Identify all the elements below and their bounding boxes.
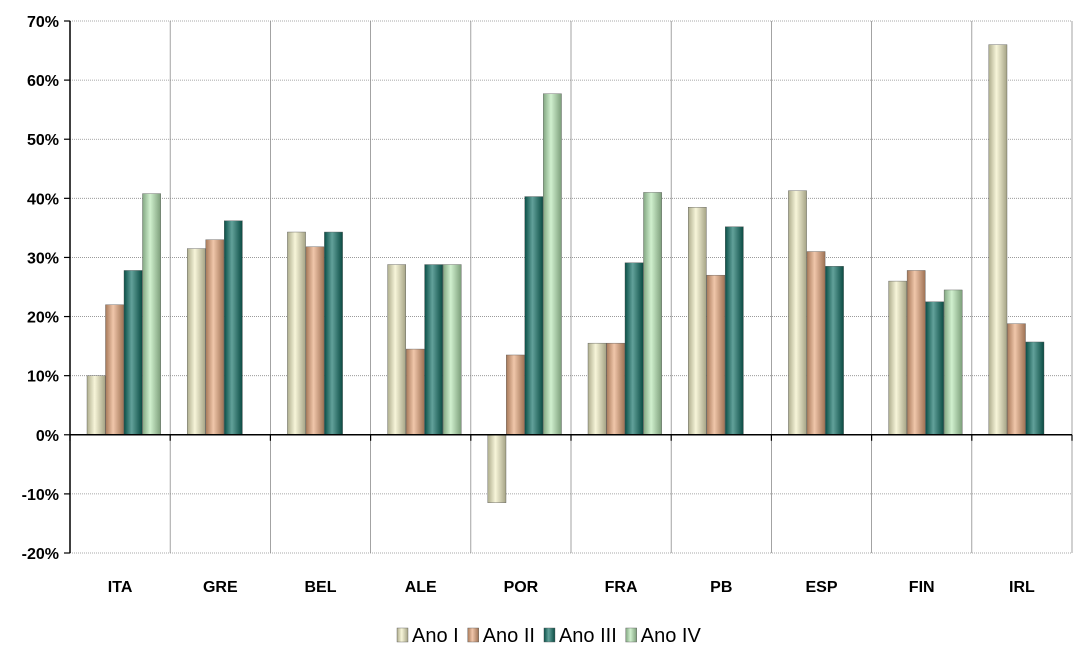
legend-label: Ano IV [641,625,702,647]
bar-irl-series-1 [988,44,1008,435]
x-tick-label: FIN [909,579,935,596]
x-tick-label: POR [504,579,539,596]
bar-gre-series-3 [223,220,243,435]
bar-por-series-2 [506,354,525,435]
bar-fin-series-2 [906,270,926,435]
x-tick-label: GRE [203,579,238,596]
y-tick-label: -20% [22,546,59,563]
y-tick-label: 30% [27,250,59,267]
legend-item: Ano II [467,625,535,647]
bar-ale-series-2 [405,348,425,435]
bar-ita-series-4 [142,193,161,435]
legend-label: Ano I [412,625,459,647]
legend-swatch [396,627,409,643]
x-tick-label: ALE [405,579,437,596]
bar-fra-series-1 [587,342,607,435]
legend-label: Ano II [483,625,535,647]
legend-item: Ano IV [625,625,702,647]
y-tick-label: -10% [22,487,59,504]
bar-fin-series-4 [943,289,963,435]
bar-ale-series-1 [387,264,407,435]
bar-pb-series-2 [706,274,726,435]
legend-item: Ano I [396,625,459,647]
bar-bel-series-2 [305,246,325,435]
bar-gre-series-2 [205,239,225,435]
bar-fin-series-1 [888,280,907,435]
bar-esp-series-3 [825,266,844,435]
y-tick-labels: 70% 60% 50% 40% 30% 20% 10% 0% -10% -20% [22,14,59,563]
legend-label: Ano III [559,625,617,647]
x-tick-labels: ITA GRE BEL ALE POR FRA PB ESP FIN IRL [108,579,1035,596]
x-tick-label: ESP [805,579,837,596]
legend: Ano I Ano II Ano III Ano IV [396,625,702,647]
bar-ale-series-4 [442,264,462,435]
bar-fra-series-3 [624,262,644,435]
bar-ita-series-1 [86,375,106,435]
bar-ita-series-3 [123,270,143,435]
bar-esp-series-2 [806,251,826,435]
bar-por-series-1 [487,434,507,503]
bar-fra-series-2 [606,342,625,435]
legend-swatch [543,627,556,643]
legend-item: Ano III [543,625,617,647]
x-tick-label: ITA [108,579,133,596]
y-tick-label: 20% [27,310,59,327]
bar-irl-series-2 [1007,323,1026,435]
bar-ale-series-3 [424,264,444,435]
axes [64,20,1073,554]
x-tick-label: PB [710,579,732,596]
bar-fin-series-3 [925,301,944,435]
legend-swatch [467,627,479,643]
bar-irl-series-3 [1025,341,1045,435]
bar-gre-series-1 [186,248,206,435]
legend-swatch [625,627,637,643]
x-tick-label: FRA [605,579,638,596]
y-tick-label: 40% [27,191,59,208]
y-tick-label: 70% [27,14,59,31]
y-tick-label: 50% [27,132,59,149]
x-tick-label: BEL [305,579,337,596]
bar-bel-series-1 [287,231,306,435]
bar-ita-series-2 [105,304,124,435]
bar-esp-series-1 [788,190,807,435]
y-tick-label: 10% [27,369,59,386]
y-tick-label: 60% [27,73,59,90]
bar-por-series-3 [524,196,544,435]
bar-pb-series-1 [688,206,707,435]
bar-por-series-4 [543,93,562,435]
bars [86,44,1045,503]
y-tick-label: 0% [36,428,59,445]
bar-bel-series-3 [324,231,343,435]
bar-fra-series-4 [643,192,662,435]
x-tick-label: IRL [1009,579,1035,596]
bar-pb-series-3 [725,226,744,435]
